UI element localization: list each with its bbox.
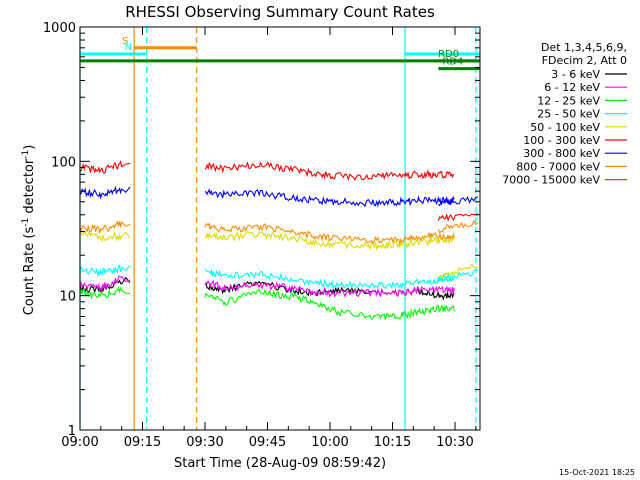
series-tail-7	[437, 219, 479, 234]
series-5	[79, 160, 479, 222]
series-line-0	[204, 280, 455, 301]
series-line-2	[79, 285, 131, 300]
series-tail-5	[437, 212, 479, 222]
legend-header-2: FDecim 2, Att 0	[542, 54, 627, 67]
x-tick-label-5: 10:15	[374, 435, 411, 450]
series-tail-6	[437, 196, 478, 207]
series-line-4	[79, 230, 131, 242]
series-line-4	[204, 231, 455, 252]
series-line-1	[204, 279, 455, 298]
legend-label-5: 100 - 300 keV	[523, 134, 600, 147]
legend-label-0: 3 - 6 keV	[551, 68, 600, 81]
flag-label-5: RD4	[442, 57, 463, 68]
series-line-5	[79, 160, 131, 174]
series-line-3	[79, 264, 131, 277]
series-line-3	[204, 268, 455, 290]
flag-label-4: RD0	[438, 49, 459, 60]
flag-label-0: S	[122, 36, 128, 47]
legend-label-1: 6 - 12 keV	[544, 81, 600, 94]
series-line-6	[79, 185, 131, 200]
x-tick-label-6: 10:30	[436, 435, 473, 450]
series-line-7	[204, 222, 455, 246]
series-line-2	[204, 288, 455, 320]
series-tail-3	[437, 268, 479, 283]
series-line-6	[204, 188, 455, 208]
legend: Det 1,3,4,5,6,9, FDecim 2, Att 0 3 - 6 k…	[502, 41, 627, 187]
y-tick-label-3: 1000	[43, 21, 76, 36]
y-axis-label: Count Rate (s-1 detector-1)	[21, 145, 37, 316]
legend-label-3: 25 - 50 keV	[537, 108, 600, 121]
x-tick-label-2: 09:30	[186, 435, 223, 450]
series-4	[79, 230, 479, 280]
x-tick-label-3: 09:45	[249, 435, 286, 450]
legend-header-1: Det 1,3,4,5,6,9,	[541, 41, 627, 54]
legend-label-4: 50 - 100 keV	[530, 121, 600, 134]
series-line-5	[204, 161, 455, 181]
x-tick-label-0: 09:00	[61, 435, 98, 450]
series-3	[79, 264, 479, 290]
y-tick-label-0: 1	[68, 424, 76, 439]
legend-label-6: 300 - 800 keV	[523, 147, 600, 160]
series-tail-4	[438, 263, 479, 280]
flag-label-1: N	[125, 42, 132, 53]
y-tick-label-1: 10	[59, 290, 76, 305]
y-tick-label-2: 100	[51, 155, 76, 170]
x-axis-label: Start Time (28-Aug-09 08:59:42)	[174, 456, 386, 471]
chart-title: RHESSI Observing Summary Count Rates	[125, 3, 435, 21]
x-tick-label-4: 10:00	[311, 435, 348, 450]
series-6	[79, 185, 478, 208]
series-7	[79, 219, 479, 246]
plot-frame	[79, 26, 481, 431]
series-group	[79, 160, 479, 320]
series-2	[79, 285, 455, 320]
legend-label-2: 12 - 25 keV	[537, 94, 600, 107]
timestamp-label: 15-Oct-2021 18:25	[559, 468, 635, 477]
series-line-1	[79, 275, 131, 293]
legend-label-7: 800 - 7000 keV	[516, 160, 600, 173]
series-1	[79, 275, 455, 298]
series-line-7	[79, 220, 131, 234]
axes-group: 09:00 09:15 09:30 09:45 10:00 10:15 10:30 1 10 10…	[43, 21, 481, 450]
legend-label-8: 7000 - 15000 keV	[502, 174, 600, 187]
x-tick-label-1: 09:15	[124, 435, 161, 450]
